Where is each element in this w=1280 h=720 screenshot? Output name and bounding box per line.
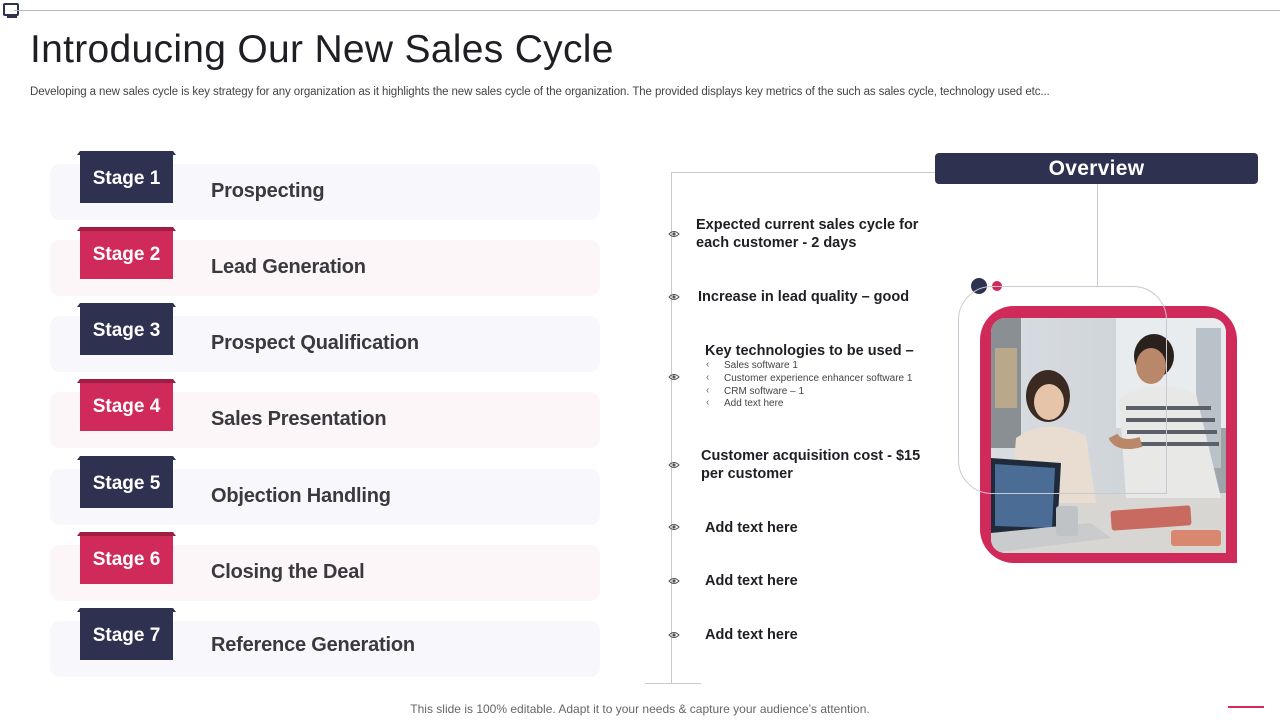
- eye-icon: [668, 231, 680, 237]
- stage-tab-1: Stage 1: [80, 155, 173, 203]
- decor-outline: [958, 286, 1167, 494]
- stage-label-4: Sales Presentation: [211, 408, 387, 430]
- footer-accent: [1228, 706, 1264, 708]
- top-divider: [14, 10, 1280, 11]
- technology-item: Add text here: [706, 397, 912, 411]
- stage-row-3: Stage 3 Prospect Qualification: [50, 307, 600, 372]
- stage-tab-4: Stage 4: [80, 383, 173, 431]
- technology-item: Sales software 1: [706, 359, 912, 373]
- page-subtitle: Developing a new sales cycle is key stra…: [30, 86, 1050, 98]
- stage-row-2: Stage 2 Lead Generation: [50, 231, 600, 296]
- page-title: Introducing Our New Sales Cycle: [30, 28, 614, 71]
- connector-line: [1097, 184, 1098, 286]
- stage-row-4: Stage 4 Sales Presentation: [50, 383, 600, 448]
- overview-item-6: Add text here: [705, 573, 798, 589]
- eye-icon: [668, 462, 680, 468]
- stage-tab-3: Stage 3: [80, 307, 173, 355]
- stage-row-1: Stage 1 Prospecting: [50, 155, 600, 220]
- timeline-top-line: [671, 172, 935, 173]
- stage-tab-7: Stage 7: [80, 612, 173, 660]
- overview-item-4: Customer acquisition cost - $15 per cust…: [701, 447, 920, 483]
- technology-item: Customer experience enhancer software 1: [706, 372, 912, 386]
- stage-tab-2: Stage 2: [80, 231, 173, 279]
- technology-list: Sales software 1 Customer experience enh…: [706, 359, 912, 411]
- overview-item-2: Increase in lead quality – good: [698, 289, 910, 305]
- overview-item-4-line2: per customer: [701, 466, 793, 482]
- slide-icon: [3, 3, 19, 18]
- overview-item-3: Key technologies to be used –: [705, 343, 914, 359]
- stage-tab-5: Stage 5: [80, 460, 173, 508]
- eye-icon: [668, 374, 680, 380]
- stage-label-7: Reference Generation: [211, 634, 415, 656]
- eye-icon: [668, 294, 680, 300]
- stage-label-3: Prospect Qualification: [211, 332, 419, 354]
- stage-tab-6: Stage 6: [80, 536, 173, 584]
- stage-row-6: Stage 6 Closing the Deal: [50, 536, 600, 601]
- stage-row-7: Stage 7 Reference Generation: [50, 612, 600, 677]
- stage-label-5: Objection Handling: [211, 485, 391, 507]
- technology-item: CRM software – 1: [706, 385, 912, 399]
- eye-icon: [668, 524, 680, 530]
- team-photo: [991, 318, 1226, 553]
- stage-label-2: Lead Generation: [211, 256, 366, 278]
- overview-item-4-line1: Customer acquisition cost - $15: [701, 448, 921, 464]
- eye-icon: [668, 578, 680, 584]
- overview-item-1: Expected current sales cycle for each cu…: [696, 216, 918, 252]
- eye-icon: [668, 632, 680, 638]
- overview-header: Overview: [935, 153, 1258, 184]
- footer-note: This slide is 100% editable. Adapt it to…: [410, 702, 870, 716]
- overview-item-5: Add text here: [705, 520, 798, 536]
- stage-row-5: Stage 5 Objection Handling: [50, 460, 600, 525]
- timeline-line: [671, 172, 672, 684]
- overview-item-1-line2: each customer - 2 days: [696, 235, 857, 251]
- overview-item-1-line1: Expected current sales cycle for: [696, 217, 919, 233]
- stage-label-1: Prospecting: [211, 180, 325, 202]
- stage-label-6: Closing the Deal: [211, 561, 365, 583]
- timeline-bottom-line: [645, 683, 701, 684]
- overview-item-7: Add text here: [705, 627, 798, 643]
